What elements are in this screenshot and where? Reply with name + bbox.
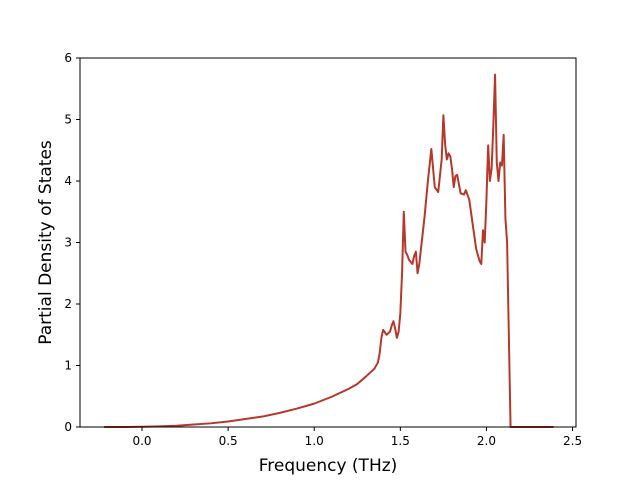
x-tick-label: 0.0 <box>132 434 151 448</box>
y-tick-label: 6 <box>64 51 72 65</box>
x-tick-label: 1.5 <box>391 434 410 448</box>
y-tick-label: 2 <box>64 297 72 311</box>
y-tick-label: 1 <box>64 359 72 373</box>
y-tick-label: 4 <box>64 174 72 188</box>
y-tick-label: 0 <box>64 420 72 434</box>
y-tick-label: 5 <box>64 113 72 127</box>
x-tick-label: 0.5 <box>219 434 238 448</box>
x-tick-label: 1.0 <box>305 434 324 448</box>
x-axis-label: Frequency (THz) <box>259 456 398 476</box>
plot-frame <box>79 57 577 428</box>
x-axis: 0.0 0.5 1.0 1.5 2.0 2.5 <box>132 427 582 448</box>
x-tick-label: 2.5 <box>563 434 582 448</box>
x-tick-label: 2.0 <box>477 434 496 448</box>
series-line-0 <box>104 73 554 428</box>
y-axis: 0 1 2 3 4 5 6 <box>64 51 80 434</box>
y-tick-label: 3 <box>64 236 72 250</box>
y-axis-label: Partial Density of States <box>36 140 56 345</box>
plot-area <box>104 73 554 428</box>
